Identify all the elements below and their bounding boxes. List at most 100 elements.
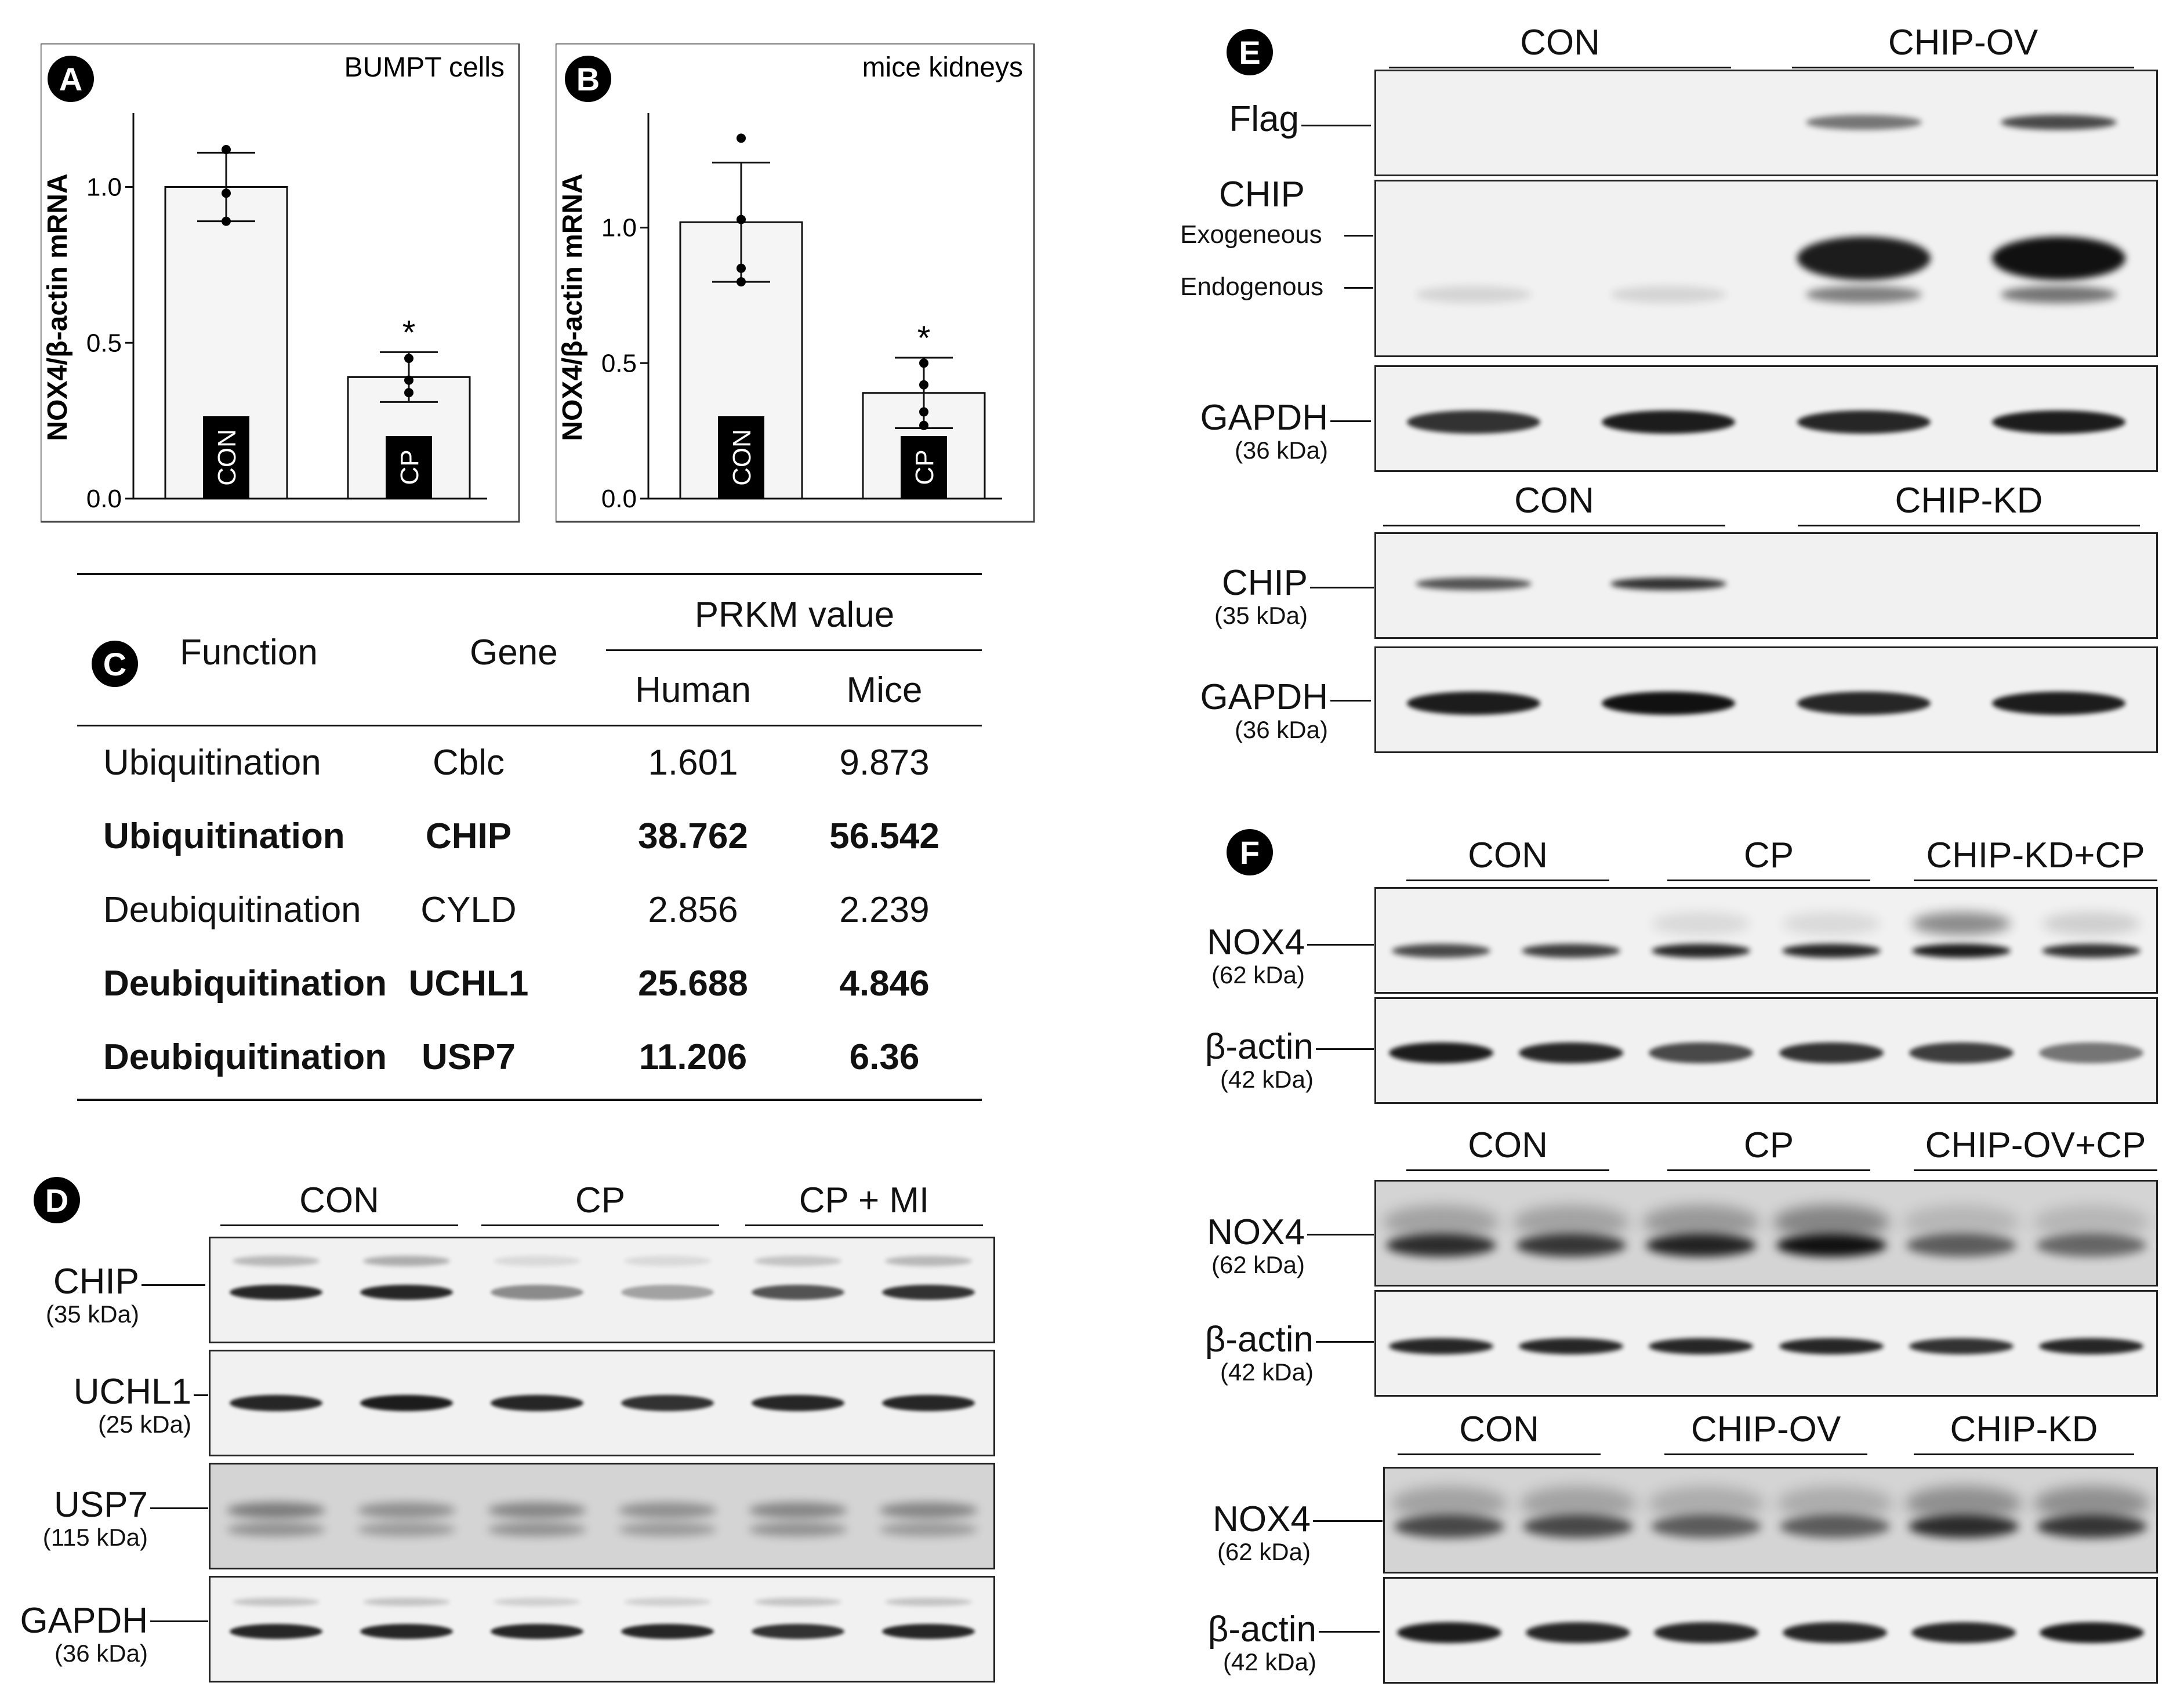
- panel-f-set2-label-nox4-kda: (62 kDa): [1211, 1251, 1305, 1278]
- panel-d-blot-gapdh-band-2: [490, 1624, 583, 1639]
- panel-label-a: A: [48, 56, 94, 102]
- panel-f-set1-blot-actin-band-1: [1519, 1042, 1624, 1063]
- panel-e-blot-chip-band-7: [2000, 286, 2117, 303]
- panel-d-group-1: CP: [481, 1180, 719, 1226]
- chart-a-point-1-2: [404, 388, 413, 398]
- chart-b-bar-label-box-cp: [901, 436, 947, 499]
- chart-b-significance-1: *: [917, 319, 931, 357]
- panel-f-set2-blot-nox4-band-7: [1513, 1205, 1630, 1240]
- table-cell-mice: 56.542: [829, 816, 939, 856]
- panel-d-blot-gapdh-band-1: [360, 1624, 453, 1639]
- panel-f-set3-blot-nox4-band-1: [1522, 1515, 1633, 1538]
- panel-e-exogeneous-tick: [1344, 235, 1373, 237]
- panel-d-group-0: CON: [220, 1180, 458, 1226]
- panel-f-set1-blot-nox4-band-0: [1392, 944, 1491, 958]
- panel-e-blot-chip-band-4: [1416, 286, 1532, 303]
- panel-f-set2-blot-nox4-band-5: [2036, 1234, 2146, 1257]
- chart-b-title: mice kidneys: [862, 52, 1023, 83]
- panel-f-set1-group-label-1: CP: [1743, 835, 1794, 875]
- panel-f-set3-blot-nox4: [1383, 1467, 2158, 1573]
- panel-label-f: F: [1227, 829, 1273, 875]
- panel-f-set2-blot-nox4-band-3: [1776, 1234, 1886, 1257]
- panel-e-label-gapdh-2: GAPDH (36 kDa): [1200, 679, 1328, 742]
- panel-f-set2-label-actin: β-actin (42 kDa): [1205, 1322, 1314, 1384]
- chart-b-point-1-2: [919, 407, 928, 417]
- panel-f-set2-blot-nox4-band-0: [1386, 1234, 1497, 1257]
- panel-f-set1-blot-actin-band-2: [1649, 1042, 1754, 1063]
- table-cell-gene: CHIP: [425, 816, 512, 856]
- panel-f-set3-label-nox4: NOX4 (62 kDa): [1213, 1502, 1311, 1564]
- table-cell-mice: 9.873: [839, 743, 930, 783]
- panel-f-set2-blot-nox4-band-9: [1773, 1205, 1889, 1240]
- panel-f-set3-blot-nox4-band-2: [1651, 1515, 1762, 1538]
- panel-d-blot-usp7-band-6: [226, 1522, 325, 1536]
- panel-f-set2-blot-actin-band-3: [1779, 1338, 1884, 1354]
- panel-f-set2-label-nox4: NOX4 (62 kDa): [1207, 1215, 1305, 1277]
- panel-e-blot-gapdh-band-1: [1602, 410, 1736, 434]
- panel-f-set3-label-actin-name: β-actin: [1207, 1609, 1316, 1649]
- panel-f-set2-label-actin-tick: [1316, 1341, 1374, 1343]
- panel-f-set1-blot-nox4-band-5: [2041, 944, 2141, 958]
- panel-f-set1-group-line-2: [1914, 880, 2157, 881]
- panel-e-label-chip-kd-name: CHIP: [1221, 563, 1308, 603]
- panel-d-blot-gapdh-band-8: [493, 1598, 581, 1606]
- panel-e-blot-chip-band-5: [1610, 286, 1727, 303]
- panel-d-label-chip-tick: [142, 1284, 205, 1286]
- panel-f-set1-blot-actin-band-5: [2038, 1042, 2143, 1063]
- panel-d-blot-uchl1-band-0: [229, 1395, 322, 1411]
- panel-d-blot-usp7-band-5: [879, 1502, 978, 1518]
- panel-e-label-chip: CHIP: [1219, 177, 1305, 213]
- panel-d-label-usp7-name: USP7: [54, 1485, 148, 1525]
- panel-f-set1-blot-actin-band-4: [1909, 1042, 2014, 1063]
- panel-f-set3-blot-nox4-band-9: [1776, 1486, 1893, 1521]
- panel-f-set3-blot-nox4-band-7: [1519, 1486, 1636, 1521]
- panel-f-set1-label-nox4-tick: [1307, 944, 1374, 946]
- panel-e-label-gapdh-tick: [1330, 420, 1371, 422]
- panel-f-set1-group-0: CON: [1406, 835, 1609, 881]
- panel-d-blot-chip-band-9: [623, 1256, 711, 1266]
- chart-a-ylabel: NOX4/β-actin mRNA: [42, 173, 73, 441]
- panel-d-blot-uchl1-band-4: [751, 1395, 844, 1411]
- panel-f-set3-label-actin-kda: (42 kDa): [1222, 1648, 1316, 1676]
- panel-f-set3-label-nox4-name: NOX4: [1213, 1499, 1311, 1539]
- panel-f-set3-group-label-0: CON: [1459, 1409, 1539, 1449]
- table-cell-gene: UCHL1: [408, 964, 529, 1004]
- panel-d-label-gapdh: GAPDH (36 kDa): [20, 1603, 148, 1666]
- panel-d-label-usp7-kda: (115 kDa): [42, 1524, 148, 1551]
- panel-f-set3-blot-nox4-band-5: [2037, 1515, 2147, 1538]
- table-cell-function: Ubiquitination: [103, 743, 321, 783]
- panel-e-label-gapdh-kda: (36 kDa): [1234, 437, 1328, 464]
- panel-e-bottom-group-line-0: [1383, 525, 1725, 526]
- chart-a-point-0-1: [222, 188, 231, 198]
- table-c-top-rule: [77, 573, 982, 575]
- table-c-header-rule: [77, 725, 982, 726]
- panel-e-label-gapdh-name: GAPDH: [1200, 398, 1328, 438]
- chart-b-point-0-1: [737, 215, 746, 224]
- panel-f-set1-blot-nox4-band-8: [1652, 912, 1751, 935]
- panel-e-bottom-group-label-0: CON: [1514, 481, 1594, 521]
- panel-d-blot-chip-band-3: [621, 1285, 714, 1300]
- chart-b-bar-label-box-con: [718, 416, 764, 499]
- panel-d-group-line-1: [481, 1224, 719, 1226]
- chart-a-ytick-label-2: 1.0: [86, 173, 122, 202]
- panel-f-set3-blot-nox4-band-8: [1648, 1486, 1765, 1521]
- table-cell-gene: Cblc: [432, 743, 505, 783]
- panel-f-set1-blot-nox4-band-1: [1522, 944, 1621, 958]
- panel-f-set2-blot-nox4-band-1: [1516, 1234, 1627, 1257]
- chart-b-ylabel: NOX4/β-actin mRNA: [557, 173, 588, 441]
- chart-b-point-0-3: [737, 277, 746, 287]
- table-cell-human: 25.688: [638, 964, 748, 1004]
- panel-f-set3-blot-actin-band-4: [1911, 1622, 2016, 1643]
- panel-e-blot-gapdh-band-0: [1407, 410, 1541, 434]
- panel-d-blot-chip-band-1: [360, 1285, 453, 1300]
- panel-d-label-uchl1: UCHL1 (25 kDa): [74, 1374, 191, 1437]
- chart-a-ytick-label-0: 0.0: [86, 485, 122, 513]
- panel-d-blot-chip-band-0: [229, 1285, 322, 1300]
- panel-d-blot-gapdh-band-7: [362, 1598, 450, 1606]
- panel-f-set2-group-line-2: [1914, 1169, 2157, 1171]
- table-c-bottom-rule: [77, 1099, 982, 1101]
- panel-d-label-chip-name: CHIP: [53, 1262, 139, 1302]
- panel-d-label-gapdh-kda: (36 kDa): [54, 1640, 148, 1667]
- panel-f-set2-group-2: CHIP-OV+CP: [1914, 1125, 2157, 1171]
- table-cell-mice: 4.846: [839, 964, 930, 1004]
